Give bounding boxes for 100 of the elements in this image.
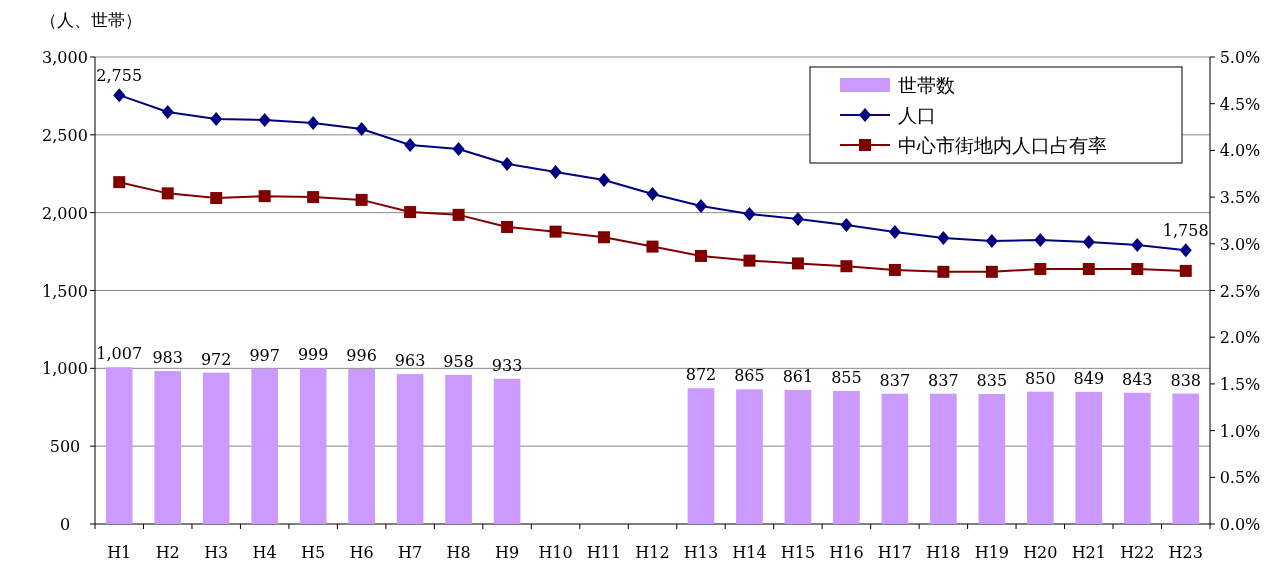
x-tick-label: H15 (780, 543, 816, 562)
y2-tick-label: 3.5% (1219, 188, 1261, 208)
y2-tick-label: 3.0% (1219, 234, 1261, 254)
point (694, 198, 707, 213)
point (549, 225, 562, 238)
point (743, 207, 756, 222)
x-tick-label: H4 (252, 543, 277, 562)
bar (1172, 393, 1200, 524)
point (452, 142, 465, 156)
x-tick-label: H18 (926, 543, 961, 562)
point (646, 186, 659, 201)
y2-tick-label: 1.5% (1219, 374, 1261, 394)
x-tick-label: H17 (877, 543, 913, 562)
y2-tick-label: 4.0% (1219, 141, 1261, 161)
y-axis-title: （人、世帯） (40, 10, 142, 30)
data-label: 2,755 (96, 66, 143, 86)
point (161, 104, 174, 119)
point (355, 193, 368, 206)
point (1179, 243, 1192, 258)
bar (1075, 391, 1103, 524)
point (355, 122, 368, 137)
y-tick-label: 2,000 (42, 203, 88, 223)
point (307, 116, 320, 130)
bar (396, 374, 424, 524)
point (791, 257, 804, 270)
bar (784, 389, 812, 524)
data-label: 933 (491, 355, 523, 375)
data-label: 838 (1170, 370, 1202, 390)
x-tick-label: H5 (301, 543, 326, 562)
point (210, 111, 223, 126)
x-tick-label: H1 (107, 543, 132, 562)
data-label: 963 (394, 351, 426, 371)
x-tick-label: H3 (204, 543, 229, 562)
bar (978, 394, 1006, 524)
point (694, 249, 707, 262)
y2-tick-label: 2.5% (1219, 281, 1261, 301)
point (1082, 234, 1095, 249)
point (113, 176, 126, 189)
data-label: 837 (928, 370, 959, 390)
point (985, 234, 998, 248)
point (549, 165, 562, 180)
point (404, 137, 417, 152)
point (1131, 263, 1144, 276)
bar (445, 374, 472, 524)
data-label: 997 (249, 345, 280, 365)
legend-label: 中心市街地内人口占有率 (898, 134, 1107, 156)
y2-tick-label: 4.5% (1219, 94, 1261, 114)
x-tick-label: H12 (635, 543, 670, 562)
point (258, 190, 271, 203)
point (452, 208, 465, 221)
y-tick-label: 1,500 (42, 281, 88, 301)
point (743, 254, 756, 267)
bar (1123, 392, 1151, 524)
data-label: 1,007 (96, 344, 143, 364)
point (501, 220, 514, 233)
bar (251, 368, 279, 524)
point (646, 240, 659, 253)
point (161, 187, 174, 200)
data-label: 865 (734, 366, 765, 386)
point (113, 88, 126, 103)
x-tick-label: H13 (683, 543, 719, 562)
legend-label: 人口 (898, 104, 936, 126)
x-tick-label: H6 (349, 543, 374, 562)
x-tick-label: H8 (446, 543, 471, 562)
x-tick-label: H21 (1071, 543, 1106, 562)
point (1034, 233, 1047, 248)
data-label: 837 (879, 370, 911, 390)
x-tick-label: H10 (538, 543, 573, 562)
point (501, 156, 514, 171)
bar (348, 368, 375, 524)
point (840, 217, 853, 232)
x-tick-label: H22 (1120, 543, 1155, 562)
x-tick-label: H19 (974, 543, 1009, 562)
point (937, 231, 950, 246)
point (1131, 238, 1144, 253)
bar (105, 367, 133, 524)
point (888, 263, 901, 276)
bar (881, 393, 909, 524)
x-tick-label: H14 (732, 543, 767, 562)
x-tick-label: H7 (398, 543, 423, 562)
legend-label: 世帯数 (898, 74, 955, 96)
x-tick-label: H16 (829, 543, 864, 562)
point (404, 206, 417, 219)
y2-tick-label: 2.0% (1219, 328, 1261, 348)
bar (930, 393, 957, 524)
y-tick-label: 3,000 (42, 48, 88, 67)
point (598, 172, 611, 187)
y-tick-label: 1,000 (42, 359, 88, 379)
x-tick-label: H9 (494, 543, 520, 562)
x-tick-label: H2 (155, 543, 180, 562)
x-tick-label: H23 (1168, 543, 1203, 562)
point (210, 192, 223, 205)
data-label: 1,758 (1162, 221, 1209, 241)
data-label: 849 (1073, 368, 1105, 388)
y2-tick-label: 0.0% (1219, 515, 1261, 534)
point (1179, 264, 1192, 277)
data-label: 996 (346, 345, 377, 365)
point (985, 265, 998, 278)
bar (833, 390, 860, 524)
y2-tick-label: 5.0% (1219, 48, 1261, 67)
